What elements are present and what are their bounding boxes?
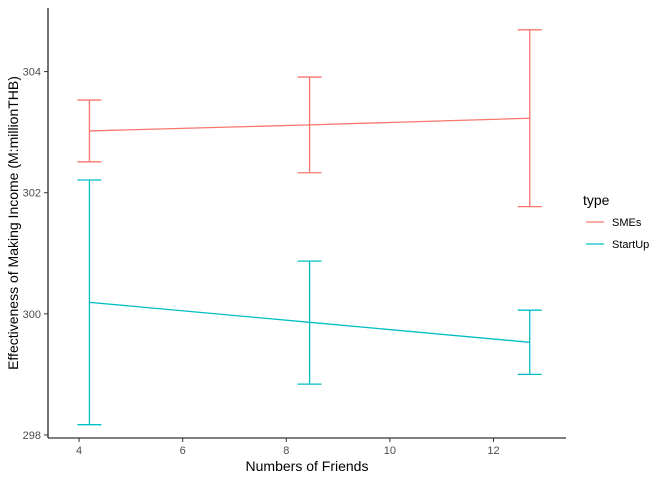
error-bar [77,99,102,163]
y-tick-label: 302 [23,188,41,200]
x-tick-label: 4 [76,445,82,457]
y-tick-label: 300 [23,309,41,321]
legend-label-smes: SMEs [612,217,642,229]
error-bar [517,29,542,208]
x-tick-label: 12 [487,445,499,457]
x-axis-title: Numbers of Friends [246,458,369,474]
x-tick-label: 8 [283,445,289,457]
series-line-smes [89,117,530,132]
y-tick-label: 304 [23,67,41,79]
legend-item-smes: SMEs [586,217,642,229]
legend-title: type [583,192,610,208]
error-bar [77,179,102,426]
legend-item-startup: StartUp [586,239,649,251]
legend-label-startup: StartUp [612,239,649,251]
x-tick-label: 6 [180,445,186,457]
series-smes [77,29,542,208]
y-axis-ticks: 298 300 302 304 [23,67,48,442]
y-tick-label: 298 [23,430,41,442]
series-startup [77,179,542,426]
plot-area [77,29,542,426]
y-axis-title: Effectiveness of Making Income (M:millio… [5,76,21,370]
legend: type SMEs StartUp [583,192,649,251]
x-tick-label: 10 [384,445,396,457]
x-axis-ticks: 4 6 8 10 12 [76,438,500,457]
series-line-startup [89,301,530,343]
